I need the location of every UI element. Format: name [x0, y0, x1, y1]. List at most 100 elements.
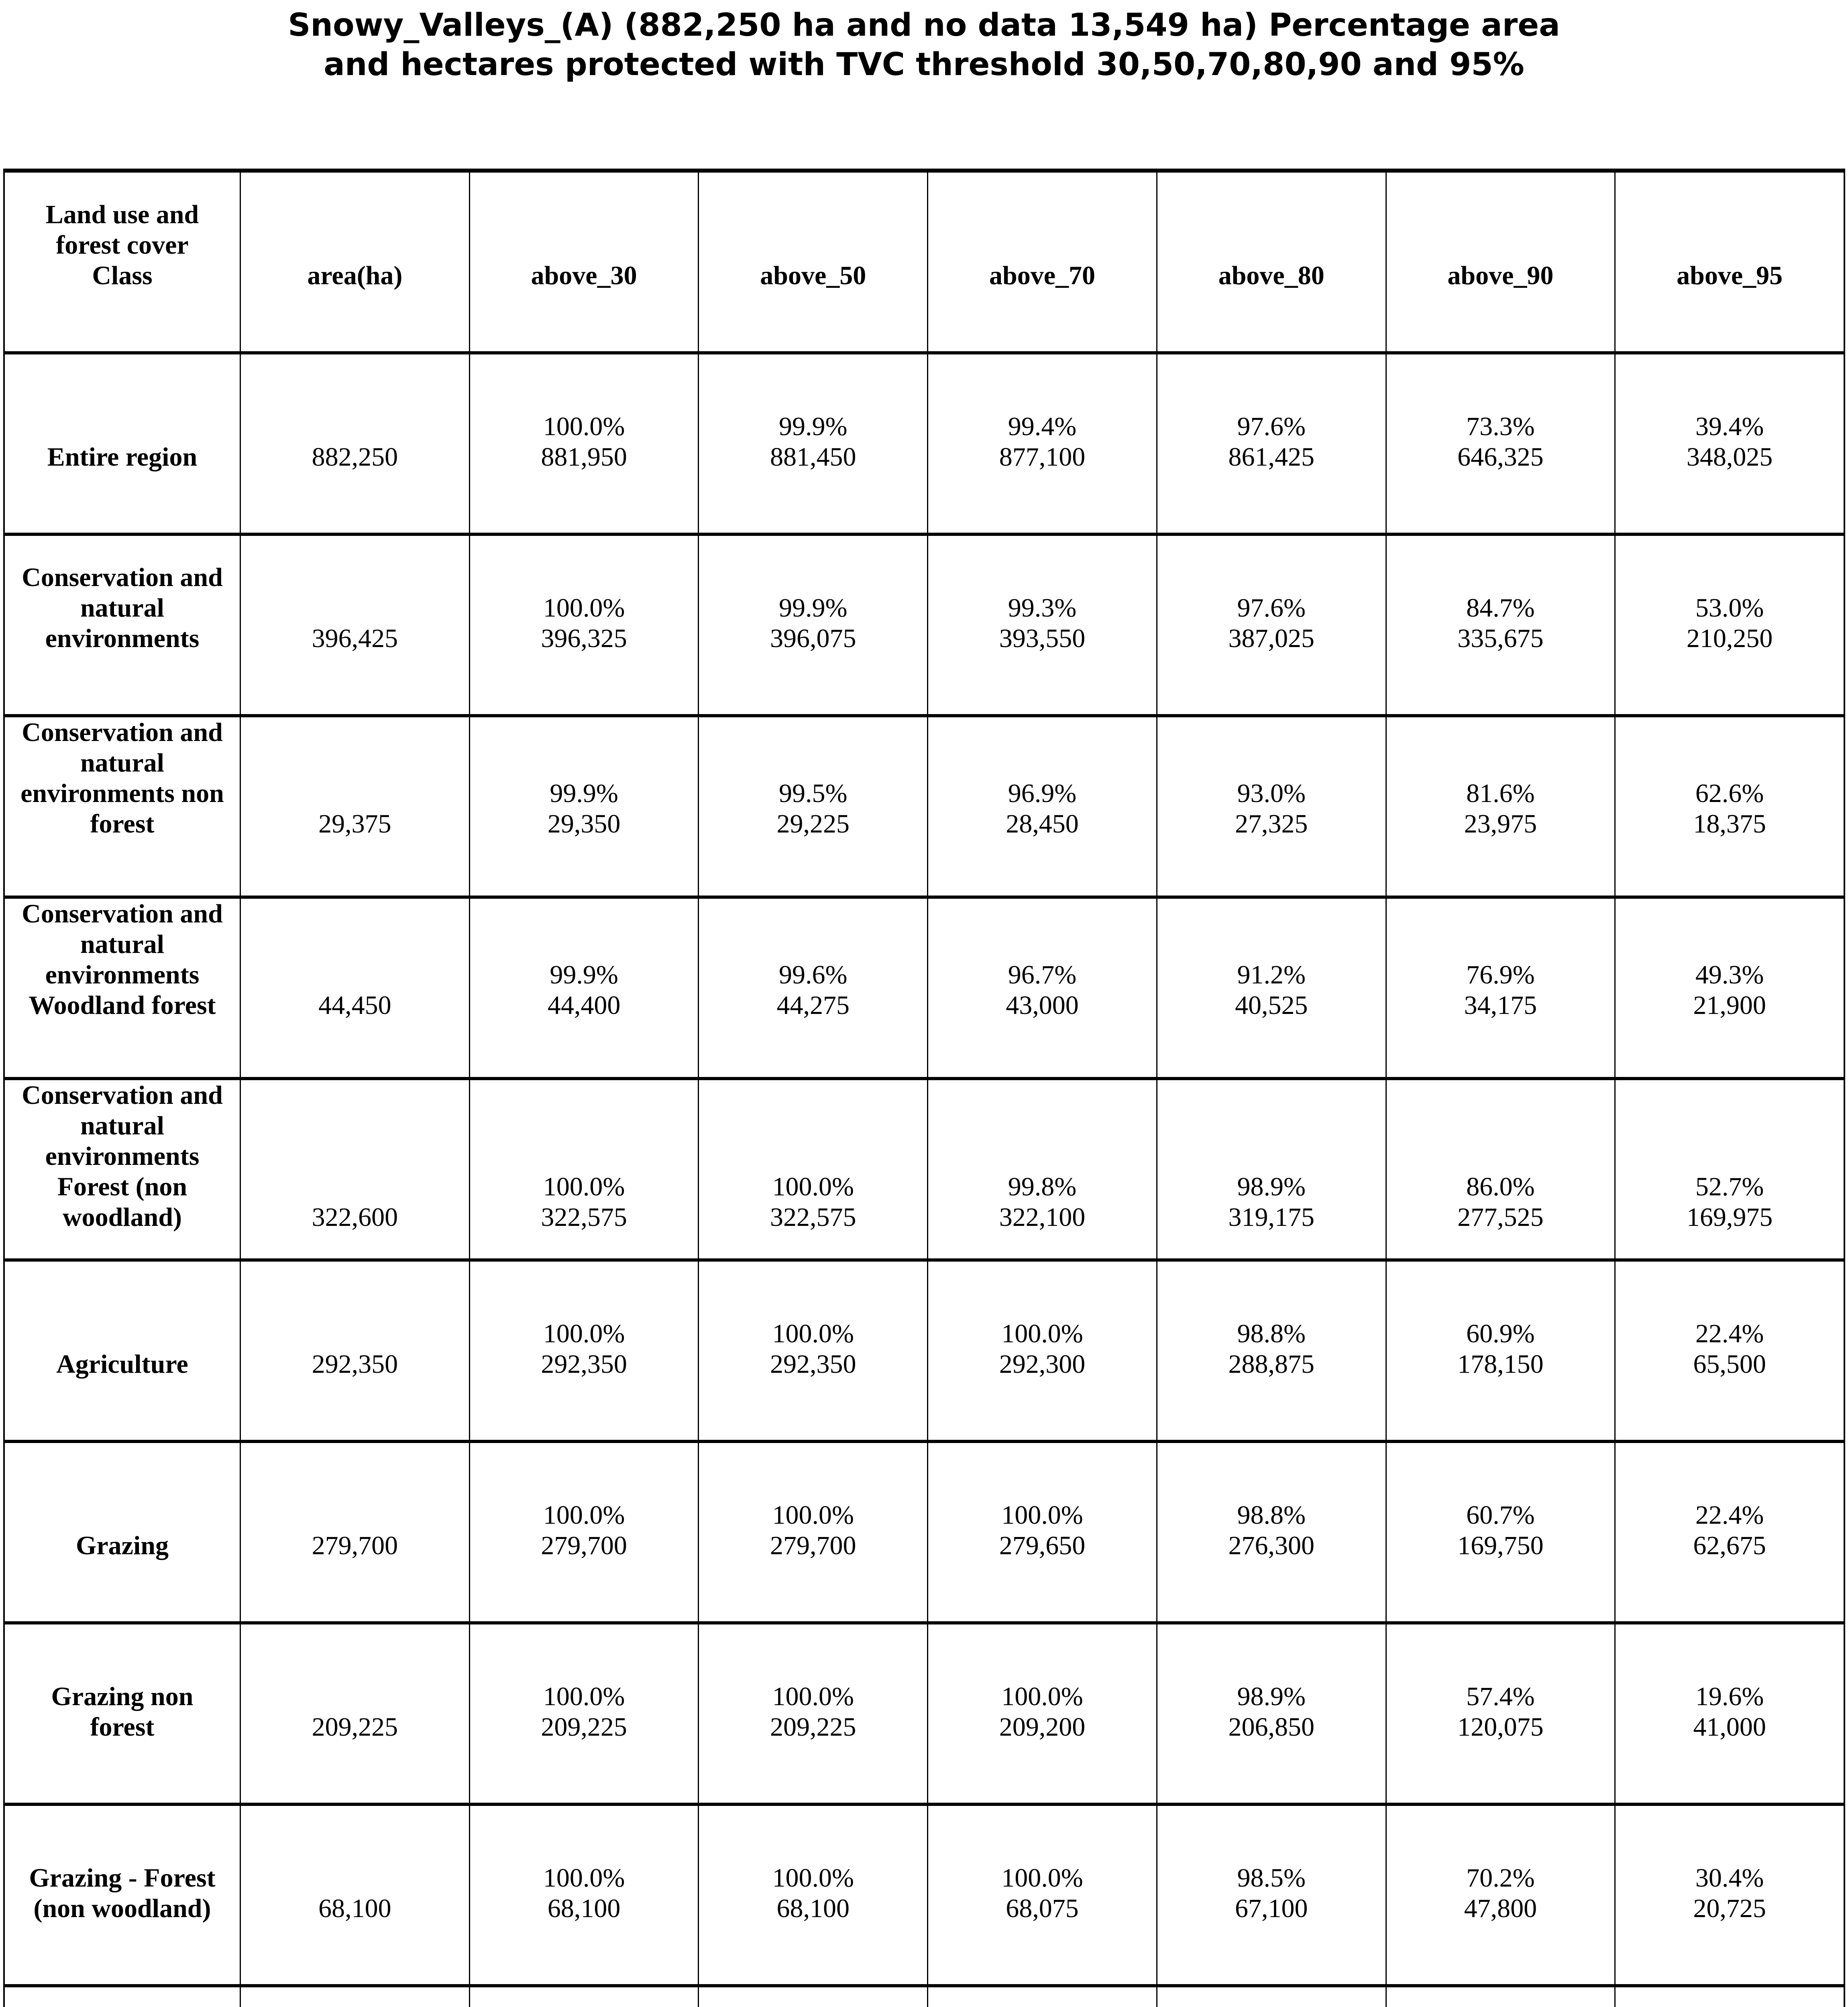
hectares-value: 169,750 [1457, 1531, 1544, 1560]
percent-value: 99.5% [779, 779, 848, 808]
value-cell: 100.0% 279,650 [927, 1443, 1156, 1621]
percent-value: 30.4% [1695, 1863, 1764, 1893]
hectares-value: 169,975 [1686, 1203, 1773, 1232]
value-cell: 100.0% 292,350 [469, 1262, 698, 1440]
value-cell: 24.2%2,575 [1614, 1987, 1844, 2007]
percent-value: 100.0% [772, 1863, 854, 1893]
value-cell: 84.7% 335,675 [1385, 536, 1615, 714]
table-row: Cropping10,625100.0%10,625100.0%10,62510… [5, 1984, 1844, 2007]
hectares-value: 319,175 [1228, 1203, 1314, 1232]
percent-value: 100.0% [543, 1863, 625, 1893]
hectares-value: 646,325 [1457, 442, 1544, 472]
hectares-value: 335,675 [1457, 624, 1544, 653]
value-cell: 91.2% 40,525 [1156, 899, 1385, 1081]
value-cell: 100.0%10,625 [469, 1987, 698, 2007]
table-header-row: Land use and forest cover Class area(ha)… [5, 173, 1844, 351]
percent-value: 84.7% [1466, 593, 1535, 623]
value-cell: 99.5% 29,225 [698, 717, 927, 900]
percent-value: 100.0% [1001, 1863, 1083, 1893]
percent-value: 98.9% [1237, 1172, 1306, 1201]
hectares-value: 40,525 [1235, 991, 1308, 1020]
value-cell: 70.8%7,525 [1385, 1987, 1615, 2007]
table-row: Conservation and natural environments Fo… [5, 1077, 1844, 1293]
value-cell: 99.9% 29,350 [469, 717, 698, 900]
hectares-value: 292,300 [999, 1350, 1086, 1379]
value-cell: 53.0% 210,250 [1614, 536, 1844, 714]
percent-value: 100.0% [543, 412, 625, 441]
value-cell: 98.8% 288,875 [1156, 1262, 1385, 1440]
hectares-value: 67,100 [1235, 1894, 1308, 1923]
hectares-value: 34,175 [1464, 991, 1537, 1020]
percent-value: 100.0% [772, 1682, 854, 1711]
percent-value: 100.0% [1001, 1500, 1083, 1530]
area-cell: 322,600 [240, 1080, 469, 1293]
row-label: Conservation and natural environments Fo… [22, 1081, 223, 1232]
percent-value: 97.6% [1237, 593, 1306, 623]
percent-value: 19.6% [1695, 1682, 1764, 1711]
value-cell: 100.0% 68,100 [469, 1806, 698, 1984]
value-cell: 60.9% 178,150 [1385, 1262, 1615, 1440]
value-cell: 100.0% 292,300 [927, 1262, 1156, 1440]
value-cell: 99.9% 44,400 [469, 899, 698, 1081]
hectares-value: 277,525 [1457, 1203, 1544, 1232]
percent-value: 99.6% [779, 960, 848, 989]
column-header-area: area(ha) [240, 173, 469, 351]
page-title: Snowy_Valleys_(A) (882,250 ha and no dat… [288, 7, 1560, 83]
percent-value: 97.6% [1237, 412, 1306, 441]
area-cell: 44,450 [240, 899, 469, 1081]
value-cell: 49.3% 21,900 [1614, 899, 1844, 1081]
table-row: Grazing non forest 209,225 100.0% 209,225 10… [5, 1621, 1844, 1803]
area-cell: 882,250 [240, 354, 469, 533]
row-label: Grazing [76, 1531, 169, 1560]
area-cell: 68,100 [240, 1806, 469, 1984]
row-label: Grazing - Forest (non woodland) [29, 1863, 216, 1923]
value-cell: 93.0% 27,325 [1156, 717, 1385, 900]
hectares-value: 21,900 [1693, 991, 1766, 1020]
percent-value: 99.4% [1008, 412, 1077, 441]
hectares-value: 877,100 [999, 442, 1086, 472]
percent-value: 99.9% [550, 779, 618, 808]
value-cell: 70.2% 47,800 [1385, 1806, 1615, 1984]
hectares-value: 18,375 [1693, 809, 1766, 839]
percent-value: 100.0% [1001, 1319, 1083, 1348]
percent-value: 100.0% [772, 1172, 854, 1201]
table-row: Entire region 882,250 100.0% 881,950 99.9% 88… [5, 351, 1844, 533]
row-label: Conservation and natural environments [22, 563, 223, 653]
hectares-value: 276,300 [1228, 1531, 1314, 1560]
value-cell: 100.0%10,625 [698, 1987, 927, 2007]
percent-value: 100.0% [543, 593, 625, 623]
value-cell: 100.0% 209,225 [698, 1624, 927, 1803]
percent-value: 99.9% [550, 960, 618, 989]
hectares-value: 292,350 [541, 1350, 627, 1379]
hectares-value: 881,950 [541, 442, 627, 472]
area-cell: 29,375 [240, 717, 469, 900]
percent-value: 99.9% [779, 412, 848, 441]
value-cell: 100.0% 881,950 [469, 354, 698, 533]
row-label: Conservation and natural environments no… [20, 718, 224, 839]
value-cell: 99.9% 396,075 [698, 536, 927, 714]
hectares-value: 396,075 [770, 624, 856, 653]
value-cell: 30.4% 20,725 [1614, 1806, 1844, 1984]
value-cell: 73.3% 646,325 [1385, 354, 1615, 533]
percent-value: 60.9% [1466, 1319, 1535, 1348]
data-table: Land use and forest cover Class area(ha)… [3, 169, 1845, 2007]
value-cell: 100.0% 396,325 [469, 536, 698, 714]
hectares-value: 322,575 [541, 1203, 627, 1232]
value-cell: 99.8% 322,100 [927, 1080, 1156, 1293]
hectares-value: 44,275 [776, 991, 850, 1020]
percent-value: 53.0% [1695, 593, 1764, 623]
percent-value: 62.6% [1695, 779, 1764, 808]
value-cell: 22.4% 65,500 [1614, 1262, 1844, 1440]
hectares-value: 28,450 [1006, 809, 1079, 839]
percent-value: 99.9% [779, 593, 848, 623]
hectares-value: 68,100 [547, 1894, 621, 1923]
value-cell: 60.7% 169,750 [1385, 1443, 1615, 1621]
area-cell: 209,225 [240, 1624, 469, 1803]
hectares-value: 43,000 [1006, 991, 1079, 1020]
value-cell: 100.0% 292,350 [698, 1262, 927, 1440]
column-header-above-95: above_95 [1614, 173, 1844, 351]
percent-value: 49.3% [1695, 960, 1764, 989]
value-cell: 100.0% 68,075 [927, 1806, 1156, 1984]
hectares-value: 393,550 [999, 624, 1086, 653]
